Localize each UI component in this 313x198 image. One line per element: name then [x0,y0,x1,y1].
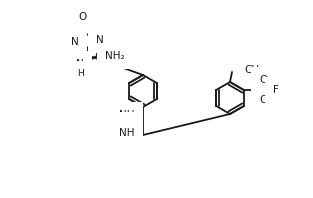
Text: S: S [260,85,267,95]
Text: CH₃: CH₃ [244,65,263,75]
Text: N: N [96,35,104,45]
Text: O: O [125,120,133,130]
Text: O: O [260,75,268,85]
Text: N: N [71,37,79,47]
Text: F: F [273,85,279,95]
Text: O: O [79,12,87,22]
Text: NH₂: NH₂ [105,51,125,61]
Text: NH: NH [120,128,135,138]
Text: NH: NH [120,110,135,120]
Text: O: O [260,95,268,105]
Text: H: H [77,69,83,77]
Text: N: N [76,59,84,69]
